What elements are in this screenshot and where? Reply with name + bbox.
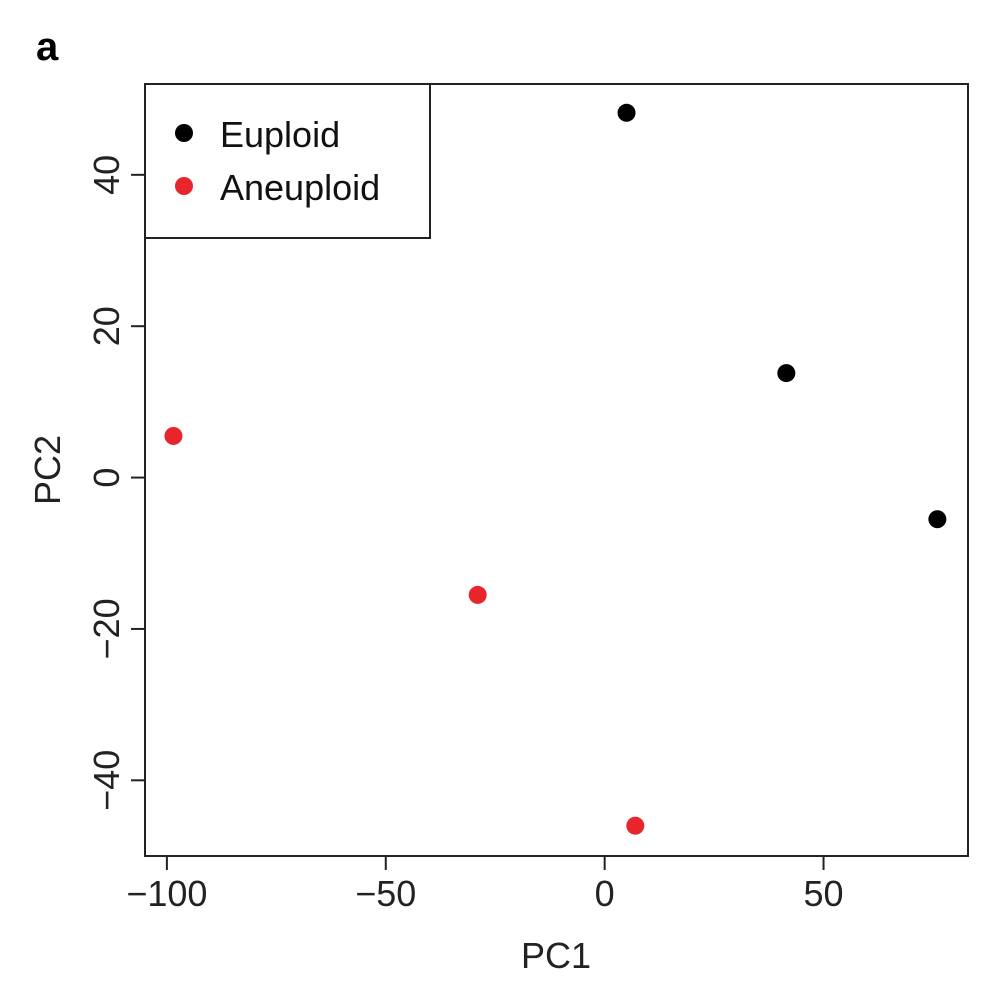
point-euploid bbox=[617, 103, 636, 122]
plot-frame bbox=[144, 83, 969, 857]
y-tick-label: −20 bbox=[86, 598, 127, 659]
y-tick-label: −40 bbox=[86, 750, 127, 811]
x-axis: −100 −50 0 50 bbox=[126, 856, 844, 914]
point-aneuploid bbox=[164, 426, 183, 445]
legend-label-euploid: Euploid bbox=[220, 114, 340, 155]
x-tick-label: −100 bbox=[126, 873, 207, 914]
legend-marker-euploid bbox=[175, 124, 193, 142]
panel-label: a bbox=[36, 25, 59, 69]
y-tick-label: 0 bbox=[86, 468, 127, 488]
legend: Euploid Aneuploid bbox=[144, 83, 431, 239]
point-euploid bbox=[777, 364, 796, 383]
point-aneuploid bbox=[468, 585, 487, 604]
x-tick-label: 50 bbox=[804, 873, 844, 914]
y-tick-label: 20 bbox=[86, 306, 127, 346]
legend-box bbox=[144, 83, 431, 239]
y-axis-title: PC2 bbox=[27, 435, 68, 505]
point-euploid bbox=[928, 510, 947, 529]
x-tick-label: −50 bbox=[355, 873, 416, 914]
x-tick-label: 0 bbox=[595, 873, 615, 914]
y-tick-label: 40 bbox=[86, 155, 127, 195]
legend-label-aneuploid: Aneuploid bbox=[220, 167, 380, 208]
legend-marker-aneuploid bbox=[175, 177, 193, 195]
x-axis-title: PC1 bbox=[521, 935, 591, 976]
data-points bbox=[164, 103, 947, 835]
point-aneuploid bbox=[626, 816, 645, 835]
y-axis: −40 −20 0 20 40 bbox=[86, 155, 145, 811]
